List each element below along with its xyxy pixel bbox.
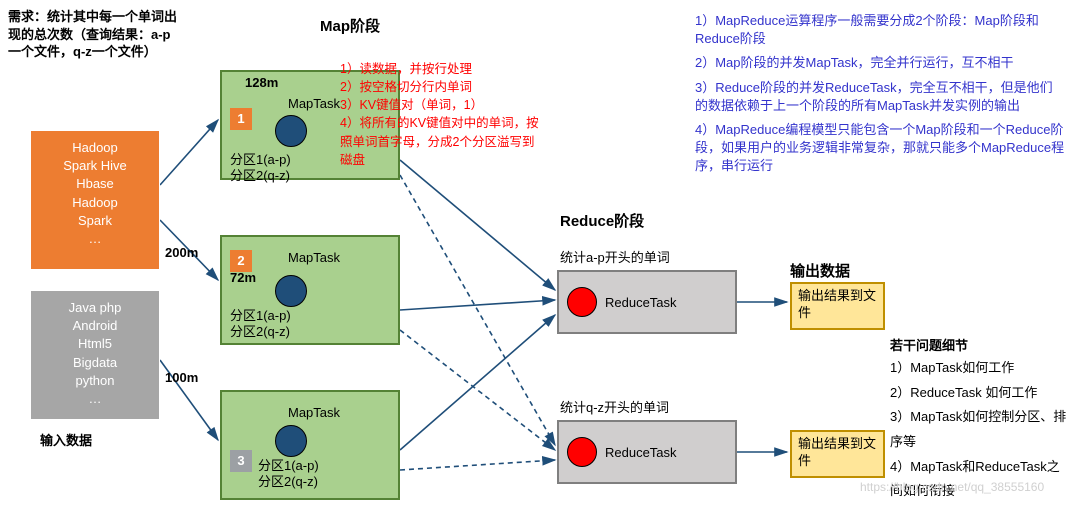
edge-m3-r1 — [400, 315, 555, 450]
questions-title: 若干问题细节 — [890, 335, 968, 354]
map-step-2: 2）按空格切分行内单词 — [340, 78, 540, 96]
input-file-1: Hadoop Spark Hive Hbase Hadoop Spark … — [30, 130, 160, 270]
reducetask-label-2: ReduceTask — [605, 445, 677, 460]
reduce-circle-icon — [567, 287, 597, 317]
question-2: 2）ReduceTask 如何工作 — [890, 381, 1070, 406]
note-1: 1）MapReduce运算程序一般需要分成2个阶段：Map阶段和Reduce阶段 — [695, 12, 1065, 48]
maptask3-partitions: 分区1(a-p) 分区2(q-z) — [258, 458, 319, 489]
maptask-num-2: 2 — [230, 250, 252, 272]
edge-m1-r2 — [400, 175, 555, 445]
watermark: https://blog.csdn.net/qq_38555160 — [860, 480, 1044, 494]
reducetask-box-2: ReduceTask — [557, 420, 737, 484]
maptask-label-1: MapTask — [288, 96, 340, 111]
maptask1-partitions: 分区1(a-p) 分区2(q-z) — [230, 152, 291, 183]
reduce-stage-title: Reduce阶段 — [560, 210, 644, 231]
maptask-circle-2 — [275, 275, 307, 307]
reduce-circle-icon — [567, 437, 597, 467]
reducetask-label-1: ReduceTask — [605, 295, 677, 310]
output-box-1: 输出结果到文件 — [790, 282, 885, 330]
edge-m2-r2 — [400, 330, 555, 450]
map-step-4: 4）将所有的KV键值对中的单词，按照单词首字母，分成2个分区溢写到磁盘 — [340, 114, 540, 168]
map-step-1: 1）读数据，并按行处理 — [340, 60, 540, 78]
note-3: 3）Reduce阶段的并发ReduceTask，完全互不相干，但是他们的数据依赖… — [695, 79, 1065, 115]
maptask1-size: 128m — [245, 75, 278, 90]
question-1: 1）MapTask如何工作 — [890, 356, 1070, 381]
input-label: 输入数据 — [40, 430, 92, 449]
split-200m: 200m — [165, 245, 198, 260]
output-title: 输出数据 — [790, 260, 850, 281]
maptask2-partitions: 分区1(a-p) 分区2(q-z) — [230, 308, 291, 339]
edge-m1-r1 — [400, 160, 555, 290]
output-box-2: 输出结果到文件 — [790, 430, 885, 478]
maptask2-size: 72m — [230, 270, 256, 285]
reduce-label-2: 统计q-z开头的单词 — [560, 397, 669, 416]
map-steps: 1）读数据，并按行处理 2）按空格切分行内单词 3）KV键值对（单词，1） 4）… — [340, 60, 540, 169]
side-notes: 1）MapReduce运算程序一般需要分成2个阶段：Map阶段和Reduce阶段… — [695, 12, 1065, 182]
input-file-2: Java php Android Html5 Bigdata python … — [30, 290, 160, 420]
split-100m: 100m — [165, 370, 198, 385]
edge-m2-r1 — [400, 300, 555, 310]
maptask-circle-1 — [275, 115, 307, 147]
maptask-circle-3 — [275, 425, 307, 457]
note-4: 4）MapReduce编程模型只能包含一个Map阶段和一个Reduce阶段，如果… — [695, 121, 1065, 176]
map-step-3: 3）KV键值对（单词，1） — [340, 96, 540, 114]
question-3: 3）MapTask如何控制分区、排序等 — [890, 405, 1070, 454]
edge-orange-m1 — [160, 120, 218, 185]
note-2: 2）Map阶段的并发MapTask，完全并行运行，互不相干 — [695, 54, 1065, 72]
reduce-label-1: 统计a-p开头的单词 — [560, 247, 670, 266]
maptask-label-2: MapTask — [288, 250, 340, 265]
requirement-text: 需求：统计其中每一个单词出现的总次数（查询结果：a-p一个文件，q-z一个文件） — [8, 8, 183, 61]
edge-m3-r2 — [400, 460, 555, 470]
map-stage-title: Map阶段 — [320, 15, 380, 36]
maptask-num-1: 1 — [230, 108, 252, 130]
maptask-num-3: 3 — [230, 450, 252, 472]
maptask-label-3: MapTask — [288, 405, 340, 420]
reducetask-box-1: ReduceTask — [557, 270, 737, 334]
